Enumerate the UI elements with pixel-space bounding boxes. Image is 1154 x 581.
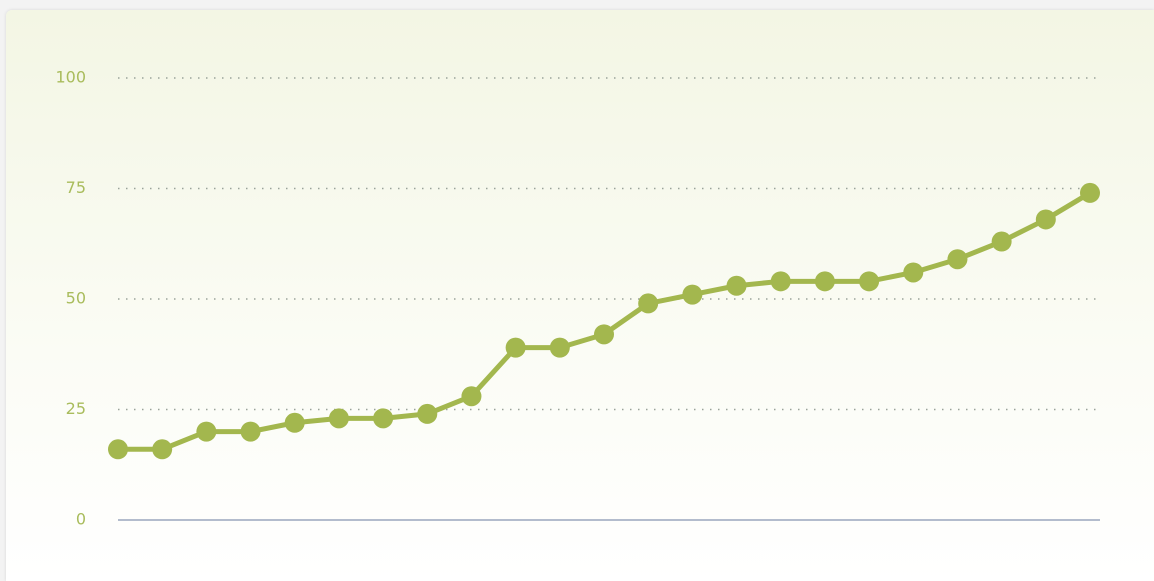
point [108, 439, 128, 460]
point [1080, 182, 1100, 203]
point [594, 324, 614, 345]
y-tick-label: 50 [66, 289, 86, 308]
point [328, 408, 349, 429]
point [152, 439, 173, 460]
point [505, 337, 526, 358]
y-tick-label: 75 [66, 178, 86, 197]
point [814, 271, 835, 292]
point [1035, 209, 1056, 230]
point [859, 271, 880, 292]
point [373, 408, 394, 429]
point [770, 271, 791, 292]
point [682, 284, 703, 305]
y-tick-label: 25 [66, 399, 86, 418]
point [638, 293, 659, 314]
y-tick-label: 0 [76, 510, 86, 529]
point [549, 337, 570, 358]
point [240, 421, 261, 442]
point [284, 412, 305, 433]
point [196, 421, 217, 442]
line [118, 190, 1092, 452]
y-tick-label: 100 [55, 68, 86, 87]
point [461, 386, 482, 407]
point [903, 262, 924, 283]
card [6, 10, 1154, 581]
point [726, 275, 747, 296]
point [947, 249, 968, 270]
point [991, 231, 1012, 252]
point [417, 403, 438, 424]
